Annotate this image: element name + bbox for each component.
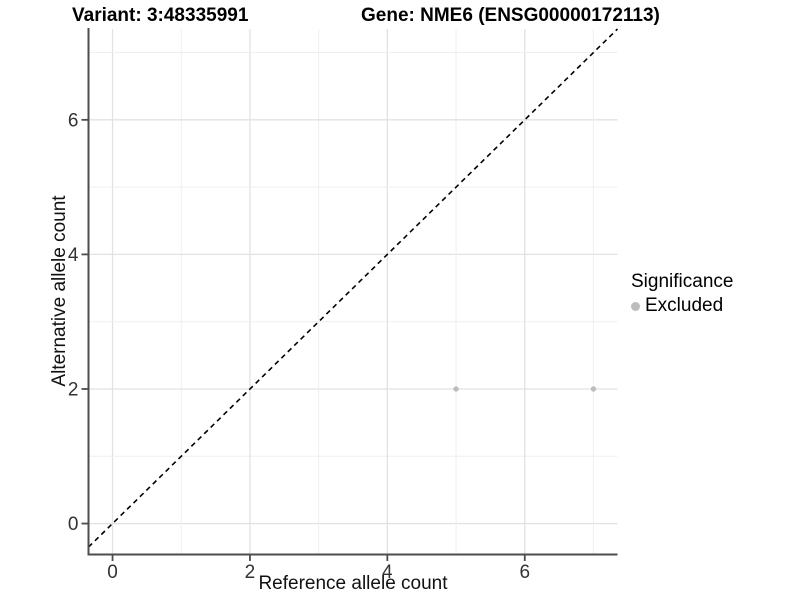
identity-line: [87, 28, 619, 548]
x-tick-label: 6: [519, 562, 530, 583]
y-tick-label: 4: [68, 245, 79, 266]
excluded-point-icon: [631, 301, 640, 311]
legend-item-excluded: Excluded: [631, 295, 733, 317]
x-axis-title: Reference allele count: [258, 573, 448, 594]
x-tick-label: 2: [245, 562, 256, 583]
legend-title: Significance: [631, 271, 734, 292]
x-tick-label: 4: [382, 562, 393, 583]
variant-title: Variant: 3:48335991: [72, 5, 249, 26]
y-tick-label: 0: [68, 514, 79, 535]
legend-item-label: Excluded: [645, 295, 724, 316]
gene-title: Gene: NME6 (ENSG00000172113): [361, 5, 660, 26]
y-tick-label: 2: [68, 379, 79, 400]
data-point: [453, 386, 459, 392]
y-axis-title: Alternative allele count: [49, 195, 70, 387]
y-tick-label: 6: [68, 110, 79, 131]
data-point: [590, 386, 597, 392]
legend: Significance Excluded: [631, 271, 733, 317]
x-tick-label: 0: [107, 562, 118, 583]
